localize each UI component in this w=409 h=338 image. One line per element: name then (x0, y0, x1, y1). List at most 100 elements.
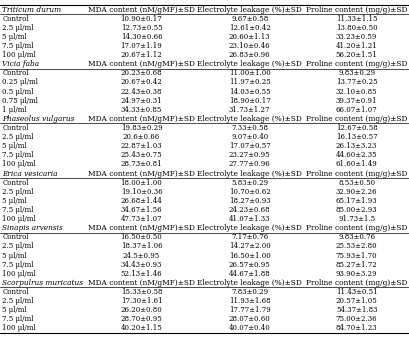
Text: Proline content (mg/g)±SD: Proline content (mg/g)±SD (306, 279, 407, 287)
Text: Erica vesicaria: Erica vesicaria (2, 170, 58, 177)
Text: MDA content (nM/gMF)±SD: MDA content (nM/gMF)±SD (88, 115, 195, 123)
Text: 20.60±1.13: 20.60±1.13 (229, 33, 270, 41)
Text: 9.83±0.76: 9.83±0.76 (338, 233, 375, 241)
Text: Triticum durum: Triticum durum (2, 6, 62, 14)
Text: Sinapis arvensis: Sinapis arvensis (2, 224, 63, 232)
Text: Scorpulrus muricatus: Scorpulrus muricatus (2, 279, 83, 287)
Text: 16.50±0.50: 16.50±0.50 (121, 233, 162, 241)
Text: 47.73±1.07: 47.73±1.07 (121, 215, 162, 223)
Text: 66.07±1.07: 66.07±1.07 (336, 106, 378, 114)
Text: 100 μl/ml: 100 μl/ml (2, 270, 36, 278)
Text: 28.07±0.60: 28.07±0.60 (229, 315, 271, 323)
Text: MDA content (nM/gMF)±SD: MDA content (nM/gMF)±SD (88, 170, 195, 177)
Text: 20.67±1.12: 20.67±1.12 (121, 51, 162, 59)
Text: 2.5 μl/ml: 2.5 μl/ml (2, 24, 34, 32)
Text: 26.13±3.23: 26.13±3.23 (336, 142, 378, 150)
Text: 13.80±0.50: 13.80±0.50 (336, 24, 378, 32)
Text: 56.20±1.51: 56.20±1.51 (336, 51, 378, 59)
Text: 44.60±2.35: 44.60±2.35 (336, 151, 378, 159)
Text: 11.93±1.68: 11.93±1.68 (229, 297, 270, 305)
Text: 12.67±0.58: 12.67±0.58 (336, 124, 378, 132)
Text: 20.23±0.68: 20.23±0.68 (121, 69, 162, 77)
Text: 15.33±0.58: 15.33±0.58 (121, 288, 162, 296)
Text: 9.83±0.29: 9.83±0.29 (338, 69, 375, 77)
Text: 93.90±3.29: 93.90±3.29 (336, 270, 378, 278)
Text: Control: Control (2, 124, 29, 132)
Text: 32.10±0.85: 32.10±0.85 (336, 88, 378, 96)
Text: Electrolyte leakage (%)±SD: Electrolyte leakage (%)±SD (197, 279, 302, 287)
Text: Proline content (mg/g)±SD: Proline content (mg/g)±SD (306, 6, 407, 14)
Text: 23.10±0.46: 23.10±0.46 (229, 42, 270, 50)
Text: Proline content (mg/g)±SD: Proline content (mg/g)±SD (306, 60, 407, 68)
Text: Electrolyte leakage (%)±SD: Electrolyte leakage (%)±SD (197, 6, 302, 14)
Text: 20.67±0.42: 20.67±0.42 (121, 78, 162, 87)
Text: 0.75 μl/ml: 0.75 μl/ml (2, 97, 38, 105)
Text: 1 μl/ml: 1 μl/ml (2, 106, 27, 114)
Text: 11.43±0.51: 11.43±0.51 (336, 288, 378, 296)
Text: 7.5 μl/ml: 7.5 μl/ml (2, 206, 34, 214)
Text: 52.13±1.46: 52.13±1.46 (121, 270, 162, 278)
Text: 44.67±1.88: 44.67±1.88 (229, 270, 271, 278)
Text: MDA content (nM/gMF)±SD: MDA content (nM/gMF)±SD (88, 224, 195, 232)
Text: Proline content (mg/g)±SD: Proline content (mg/g)±SD (306, 115, 407, 123)
Text: 39.37±0.91: 39.37±0.91 (336, 97, 378, 105)
Text: 16.13±0.57: 16.13±0.57 (336, 133, 378, 141)
Text: Control: Control (2, 288, 29, 296)
Text: 0.25 μl/ml: 0.25 μl/ml (2, 78, 38, 87)
Text: 26.57±0.95: 26.57±0.95 (229, 261, 271, 269)
Text: 13.77±0.25: 13.77±0.25 (336, 78, 378, 87)
Text: Proline content (mg/g)±SD: Proline content (mg/g)±SD (306, 224, 407, 232)
Text: 34.33±0.85: 34.33±0.85 (121, 106, 162, 114)
Text: 19.83±0.29: 19.83±0.29 (121, 124, 162, 132)
Text: 84.70±1.23: 84.70±1.23 (336, 324, 378, 332)
Text: 18.27±0.93: 18.27±0.93 (229, 197, 270, 205)
Text: 26.83±0.96: 26.83±0.96 (229, 51, 270, 59)
Text: Control: Control (2, 233, 29, 241)
Text: 7.5 μl/ml: 7.5 μl/ml (2, 261, 34, 269)
Text: 23.27±0.95: 23.27±0.95 (229, 151, 270, 159)
Text: 100 μl/ml: 100 μl/ml (2, 215, 36, 223)
Text: 61.60±1.49: 61.60±1.49 (336, 161, 378, 168)
Text: 100 μl/ml: 100 μl/ml (2, 51, 36, 59)
Text: 85.00±2.93: 85.00±2.93 (336, 206, 378, 214)
Text: 18.37±1.06: 18.37±1.06 (121, 242, 162, 250)
Text: 14.03±0.55: 14.03±0.55 (229, 88, 270, 96)
Text: 25.53±2.80: 25.53±2.80 (336, 242, 378, 250)
Text: 31.73±1.27: 31.73±1.27 (229, 106, 270, 114)
Text: 10.70±0.62: 10.70±0.62 (229, 188, 271, 196)
Text: Phaseolus vulgarus: Phaseolus vulgarus (2, 115, 75, 123)
Text: Electrolyte leakage (%)±SD: Electrolyte leakage (%)±SD (197, 115, 302, 123)
Text: 24.5±0.95: 24.5±0.95 (123, 251, 160, 260)
Text: 40.07±0.40: 40.07±0.40 (229, 324, 271, 332)
Text: 18.00±1.00: 18.00±1.00 (121, 179, 162, 187)
Text: 34.43±0.93: 34.43±0.93 (121, 261, 162, 269)
Text: 65.17±1.93: 65.17±1.93 (336, 197, 378, 205)
Text: 2.5 μl/ml: 2.5 μl/ml (2, 242, 34, 250)
Text: 26.20±0.80: 26.20±0.80 (121, 306, 162, 314)
Text: 11.33±1.15: 11.33±1.15 (336, 15, 378, 23)
Text: 75.00±2.36: 75.00±2.36 (336, 315, 378, 323)
Text: Control: Control (2, 69, 29, 77)
Text: Proline content (mg/g)±SD: Proline content (mg/g)±SD (306, 170, 407, 177)
Text: 12.73±0.55: 12.73±0.55 (121, 24, 162, 32)
Text: Control: Control (2, 15, 29, 23)
Text: 41.20±1.21: 41.20±1.21 (336, 42, 378, 50)
Text: 14.30±0.66: 14.30±0.66 (121, 33, 162, 41)
Text: 24.97±0.31: 24.97±0.31 (121, 97, 162, 105)
Text: 14.27±2.00: 14.27±2.00 (229, 242, 271, 250)
Text: 5 μl/ml: 5 μl/ml (2, 251, 27, 260)
Text: 34.67±1.56: 34.67±1.56 (121, 206, 162, 214)
Text: 25.43±0.75: 25.43±0.75 (121, 151, 162, 159)
Text: 10.90±0.17: 10.90±0.17 (121, 15, 162, 23)
Text: 9.07±0.40: 9.07±0.40 (231, 133, 268, 141)
Text: 91.73±1.5: 91.73±1.5 (338, 215, 375, 223)
Text: 100 μl/ml: 100 μl/ml (2, 161, 36, 168)
Text: 22.87±1.03: 22.87±1.03 (121, 142, 162, 150)
Text: Electrolyte leakage (%)±SD: Electrolyte leakage (%)±SD (197, 60, 302, 68)
Text: MDA content (nM/gMF)±SD: MDA content (nM/gMF)±SD (88, 6, 195, 14)
Text: 5 μl/ml: 5 μl/ml (2, 197, 27, 205)
Text: 75.93±1.70: 75.93±1.70 (336, 251, 378, 260)
Text: 7.5 μl/ml: 7.5 μl/ml (2, 315, 34, 323)
Text: 20.6±0.66: 20.6±0.66 (123, 133, 160, 141)
Text: 20.57±1.05: 20.57±1.05 (336, 297, 378, 305)
